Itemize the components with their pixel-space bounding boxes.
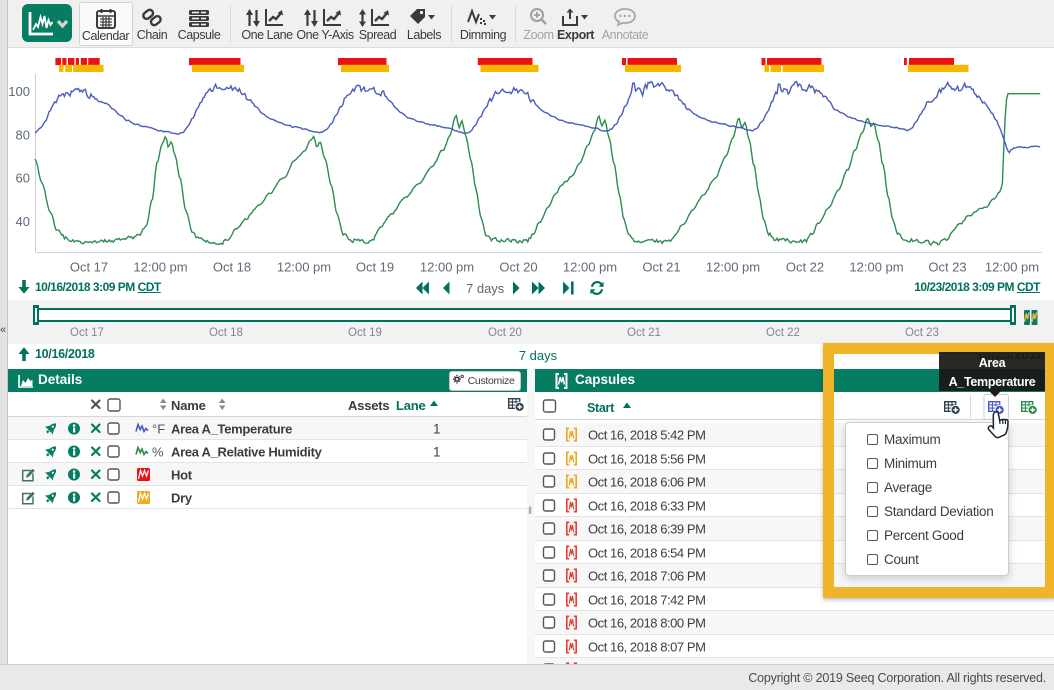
svg-text:Oct 16, 2018 6:33 PM: Oct 16, 2018 6:33 PM: [588, 498, 705, 513]
svg-text:60: 60: [16, 171, 30, 186]
svg-text:Lane: Lane: [396, 398, 426, 413]
svg-text:12:00 pm: 12:00 pm: [706, 260, 760, 275]
svg-text:Start: Start: [587, 401, 615, 415]
svg-text:12:00 pm: 12:00 pm: [563, 260, 617, 275]
svg-text:Area A_Relative Humidity: Area A_Relative Humidity: [171, 445, 323, 460]
svg-text:1: 1: [433, 445, 441, 460]
svg-text:Oct 16, 2018 6:54 PM: Oct 16, 2018 6:54 PM: [588, 545, 705, 560]
svg-text:°F: °F: [152, 422, 165, 437]
svg-text:Oct 19: Oct 19: [356, 260, 394, 275]
svg-text:Oct 18: Oct 18: [213, 260, 251, 275]
svg-text:100: 100: [8, 84, 30, 99]
svg-text:Oct 16, 2018 8:00 PM: Oct 16, 2018 8:00 PM: [588, 616, 705, 631]
svg-text:Oct 16, 2018 7:42 PM: Oct 16, 2018 7:42 PM: [588, 592, 705, 607]
svg-text:40: 40: [16, 214, 30, 229]
svg-text:12:00 pm: 12:00 pm: [849, 260, 903, 275]
svg-text:12:00 pm: 12:00 pm: [420, 260, 474, 275]
svg-text:7 days: 7 days: [466, 281, 505, 296]
svg-text:Oct 16, 2018 6:06 PM: Oct 16, 2018 6:06 PM: [588, 475, 705, 490]
svg-text:80: 80: [16, 127, 30, 142]
svg-text:Oct 16, 2018 5:42 PM: Oct 16, 2018 5:42 PM: [588, 428, 705, 443]
svg-text:Oct 16, 2018 6:39 PM: Oct 16, 2018 6:39 PM: [588, 522, 705, 537]
svg-text:Area A_Temperature: Area A_Temperature: [171, 422, 292, 437]
svg-text:Oct 16, 2018 7:06 PM: Oct 16, 2018 7:06 PM: [588, 569, 705, 584]
svg-text:%: %: [152, 445, 164, 460]
svg-text:Dry: Dry: [171, 491, 193, 506]
svg-text:Oct 23: Oct 23: [928, 260, 966, 275]
svg-text:Assets: Assets: [348, 398, 389, 413]
svg-text:Name: Name: [171, 398, 206, 413]
svg-text:12:00 pm: 12:00 pm: [985, 260, 1039, 275]
svg-text:Oct 16, 2018 5:56 PM: Oct 16, 2018 5:56 PM: [588, 451, 705, 466]
svg-text:Hot: Hot: [171, 468, 193, 483]
svg-text:12:00 pm: 12:00 pm: [133, 260, 187, 275]
svg-text:Oct 16, 2018 8:07 PM: Oct 16, 2018 8:07 PM: [588, 639, 705, 654]
svg-text:Oct 22: Oct 22: [786, 260, 824, 275]
svg-text:12:00 pm: 12:00 pm: [277, 260, 331, 275]
svg-text:Oct 17: Oct 17: [70, 260, 108, 275]
svg-text:1: 1: [433, 422, 441, 437]
svg-text:Oct 21: Oct 21: [642, 260, 680, 275]
svg-text:Oct 20: Oct 20: [499, 260, 537, 275]
